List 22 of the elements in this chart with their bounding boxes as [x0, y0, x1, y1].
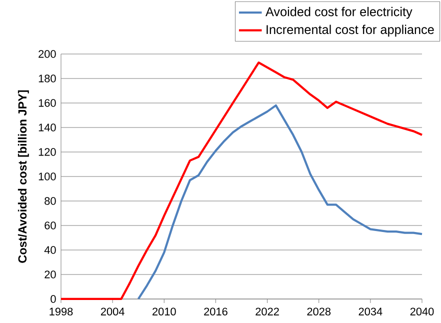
y-tick-label: 180: [38, 74, 56, 82]
y-tick-label: 200: [38, 50, 56, 58]
x-tick-label: 2034: [358, 308, 382, 316]
y-tick-label: 100: [38, 172, 56, 180]
y-tick-label: 40: [44, 246, 56, 254]
x-tick-label: 2028: [307, 308, 331, 316]
x-tick-label: 2004: [100, 308, 124, 316]
x-tick-label: 2022: [256, 308, 279, 316]
y-tick-label: 80: [44, 197, 56, 205]
legend-label: Avoided cost for electricity: [265, 6, 412, 19]
x-tick-label: 2016: [204, 308, 228, 316]
y-axis-title: Cost/Avoided cost [billion JPY]: [18, 90, 29, 263]
x-tick-label: 1998: [50, 308, 73, 316]
y-tick-label: 0: [50, 295, 56, 303]
y-tick-label: 60: [44, 222, 56, 230]
x-tick-label: 2040: [410, 308, 434, 316]
y-tick-label: 120: [38, 148, 56, 156]
y-tick-label: 160: [38, 99, 56, 107]
y-tick-label: 20: [44, 270, 56, 278]
legend-label: Incremental cost for appliance: [266, 24, 434, 37]
y-tick-label: 140: [38, 124, 56, 132]
x-tick-label: 2010: [152, 308, 176, 316]
